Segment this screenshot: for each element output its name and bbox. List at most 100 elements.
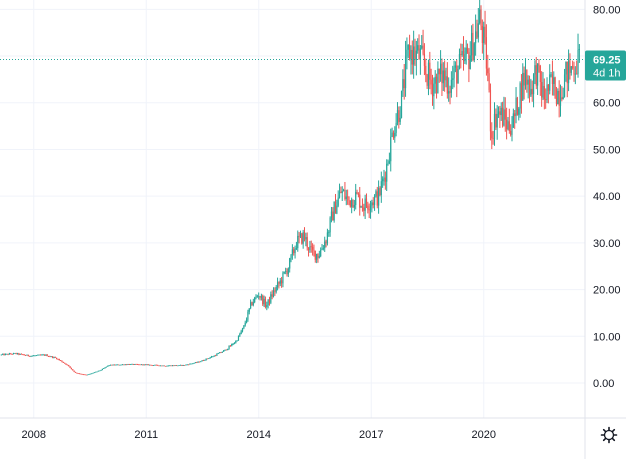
candle-body bbox=[384, 177, 386, 182]
candle-body bbox=[197, 361, 199, 363]
candle-body bbox=[97, 370, 99, 372]
candle-body bbox=[475, 31, 477, 44]
candle-body bbox=[259, 296, 261, 298]
candle-body bbox=[456, 65, 458, 84]
candle-body bbox=[181, 364, 183, 366]
candle-body bbox=[468, 52, 470, 69]
candle-body bbox=[561, 97, 563, 100]
candle-body bbox=[210, 356, 213, 358]
candle-body bbox=[15, 353, 17, 355]
candle-body bbox=[43, 354, 46, 356]
candle-body bbox=[369, 205, 372, 211]
candle-body bbox=[501, 107, 504, 126]
candle-body bbox=[163, 365, 165, 367]
candle-body bbox=[363, 207, 365, 211]
candle-body bbox=[472, 32, 474, 60]
candle-body bbox=[488, 73, 490, 90]
candle-body bbox=[515, 97, 517, 117]
candle-body bbox=[154, 364, 156, 366]
candle-body bbox=[349, 200, 351, 207]
candle-body bbox=[574, 73, 576, 75]
candle-body bbox=[431, 84, 434, 97]
candle-body bbox=[375, 191, 377, 196]
candle-body bbox=[241, 328, 244, 332]
candle-body bbox=[179, 364, 182, 366]
price-tick-label: 50.00 bbox=[593, 144, 621, 156]
candle-body bbox=[198, 361, 201, 363]
candle-body bbox=[373, 195, 376, 205]
candle-body bbox=[434, 76, 436, 84]
candle-body bbox=[171, 365, 174, 367]
candle-body bbox=[182, 365, 184, 366]
candle-body bbox=[297, 235, 299, 249]
candle-body bbox=[532, 74, 535, 95]
candle-body bbox=[150, 364, 152, 366]
candle-body bbox=[531, 88, 533, 95]
candle-body bbox=[192, 363, 194, 365]
time-tick-label: 2011 bbox=[134, 429, 158, 441]
candle-body bbox=[547, 84, 549, 91]
candle-body bbox=[543, 86, 545, 100]
candle-body bbox=[441, 63, 443, 84]
candle-body bbox=[201, 360, 203, 362]
candle-body bbox=[100, 370, 102, 371]
candle-body bbox=[553, 77, 555, 85]
candle-body bbox=[266, 305, 268, 307]
candle-body bbox=[58, 359, 60, 361]
candle-body bbox=[60, 360, 62, 361]
candle-body bbox=[16, 353, 19, 355]
candle-body bbox=[239, 334, 241, 336]
candle-body bbox=[112, 364, 114, 366]
candle-body bbox=[196, 362, 198, 364]
candle-body bbox=[534, 65, 536, 75]
candle-body bbox=[283, 271, 285, 273]
candle-body bbox=[267, 299, 269, 306]
candle-body bbox=[73, 370, 75, 372]
candle-body bbox=[449, 91, 451, 93]
candle-body bbox=[10, 353, 12, 355]
candle-body bbox=[159, 365, 161, 367]
candle-body bbox=[103, 368, 105, 370]
candle-body bbox=[338, 192, 341, 198]
candle-body bbox=[413, 46, 415, 65]
candle-body bbox=[518, 108, 520, 115]
candle-body bbox=[274, 290, 276, 292]
candle-body bbox=[237, 335, 240, 341]
candle-body bbox=[484, 26, 486, 38]
candle-body bbox=[151, 365, 153, 366]
candle-body bbox=[78, 373, 81, 375]
candle-body bbox=[127, 364, 129, 365]
candle-body bbox=[51, 356, 54, 358]
candle-body bbox=[74, 371, 77, 373]
candle-body bbox=[387, 162, 389, 164]
candle-body bbox=[157, 364, 159, 366]
candle-body bbox=[435, 76, 438, 94]
candle-body bbox=[84, 374, 86, 376]
time-axis[interactable]: 2008 2011 2014 2017 2020 bbox=[22, 429, 496, 441]
candle-body bbox=[119, 364, 121, 366]
candle-body bbox=[123, 364, 125, 366]
candle-body bbox=[506, 119, 508, 130]
candle-body bbox=[392, 132, 395, 138]
candle-body bbox=[438, 68, 440, 75]
candle-body bbox=[492, 138, 494, 140]
candle-body bbox=[321, 248, 323, 251]
candle-body bbox=[202, 360, 205, 362]
candle-body bbox=[212, 356, 214, 358]
candle-body bbox=[499, 111, 501, 116]
candle-body bbox=[279, 280, 281, 284]
candle-body bbox=[23, 354, 25, 356]
candle-body bbox=[368, 209, 370, 211]
price-axis[interactable]: 80.0070.0060.0050.0040.0030.0020.0010.00… bbox=[593, 4, 621, 390]
candle-body bbox=[240, 331, 242, 335]
candle-body bbox=[425, 65, 427, 75]
candle-body bbox=[104, 367, 106, 369]
time-tick-label: 2014 bbox=[247, 429, 271, 441]
candle-body bbox=[378, 188, 380, 206]
settings-gear-icon[interactable] bbox=[600, 426, 618, 444]
candle-body bbox=[111, 364, 113, 366]
candle-body bbox=[221, 351, 223, 353]
candle-body bbox=[11, 353, 13, 355]
